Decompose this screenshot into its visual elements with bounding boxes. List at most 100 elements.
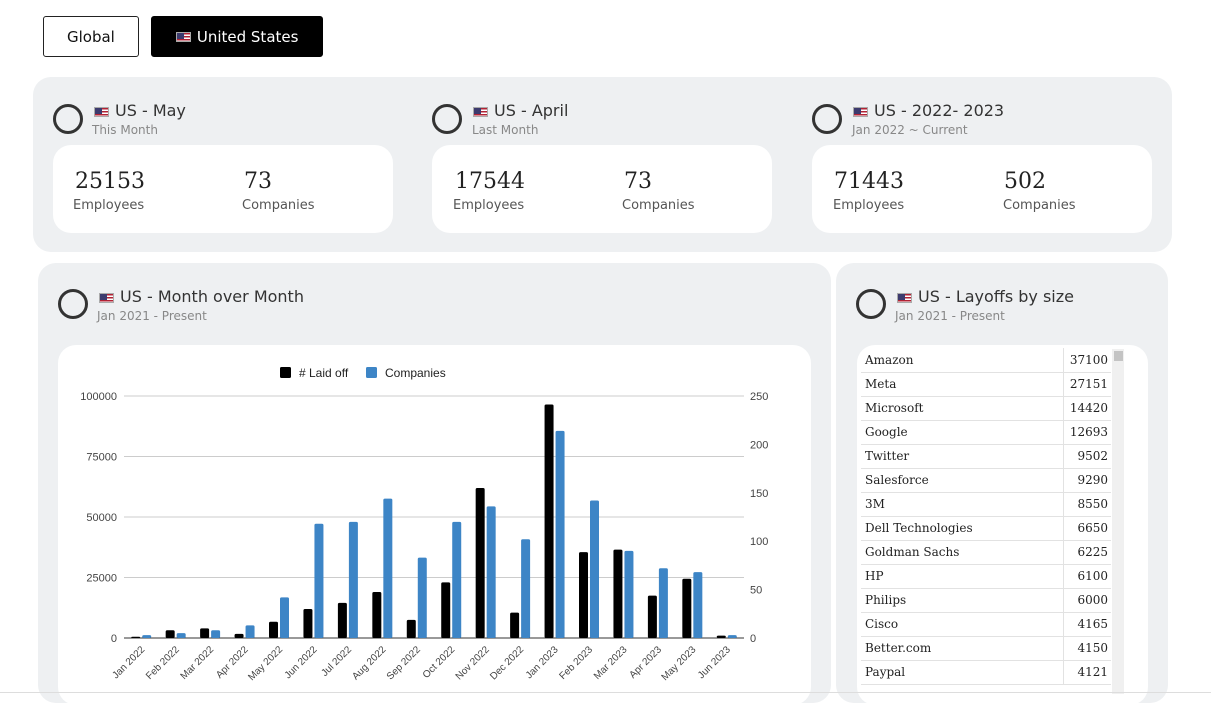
x-tick-label: Jan 2022 — [110, 644, 147, 681]
bar-laid-off — [337, 602, 347, 638]
y-right-tick-label: 150 — [750, 488, 768, 500]
y-left-tick-label: 25000 — [86, 573, 117, 585]
bar-companies — [211, 630, 221, 638]
layoff-count: 37100 — [1063, 348, 1111, 373]
y-left-tick-label: 50000 — [86, 512, 117, 524]
panel-title: US - Layoffs by size — [897, 287, 1074, 306]
company-name: Paypal — [861, 660, 1064, 685]
x-tick-label: Jan 2023 — [524, 644, 561, 681]
company-name: Salesforce — [861, 468, 1064, 493]
x-tick-label: Dec 2022 — [488, 644, 526, 682]
bar-companies — [486, 506, 496, 638]
layoff-count: 6100 — [1063, 564, 1111, 589]
companies-value: 73 — [624, 169, 652, 194]
tab-global[interactable]: Global — [43, 16, 139, 57]
stat-title: US - April — [473, 101, 568, 120]
ring-icon — [53, 104, 83, 134]
layoff-count: 9502 — [1063, 444, 1111, 469]
layoffs-table-scroll[interactable]: Amazon 37100 Meta 27151 Microsoft 14420 Google… — [861, 348, 1111, 693]
employees-value: 25153 — [75, 169, 145, 194]
layoff-count: 6225 — [1063, 540, 1111, 565]
companies-value: 73 — [244, 169, 272, 194]
legend-label-laid-off: # Laid off — [299, 366, 349, 380]
bar-companies — [521, 539, 531, 638]
ring-icon — [58, 289, 88, 319]
companies-label: Companies — [622, 198, 695, 213]
company-name: Google — [861, 420, 1064, 445]
month-over-month-panel: US - Month over Month Jan 2021 - Present… — [38, 263, 831, 705]
table-row: Amazon 37100 — [861, 348, 1111, 373]
companies-label: Companies — [1003, 198, 1076, 213]
x-tick-label: Sep 2022 — [385, 644, 423, 682]
y-right-tick-label: 0 — [750, 633, 756, 645]
layoff-count: 4150 — [1063, 636, 1111, 661]
x-tick-label: Aug 2022 — [350, 644, 388, 682]
tab-united-states[interactable]: United States — [150, 16, 324, 57]
x-tick-label: May 2023 — [660, 644, 699, 683]
bar-laid-off — [131, 636, 141, 638]
x-tick-label: Feb 2023 — [557, 644, 595, 682]
scrollbar-thumb[interactable] — [1114, 351, 1123, 361]
bar-companies — [280, 597, 289, 638]
y-right-tick-label: 50 — [750, 585, 762, 597]
company-name: Meta — [861, 372, 1064, 397]
page-bottom-divider — [0, 692, 1211, 693]
x-tick-label: Jul 2022 — [319, 644, 354, 679]
bar-companies — [142, 635, 152, 638]
table-row: Philips 6000 — [861, 588, 1111, 613]
company-name: Twitter — [861, 444, 1064, 469]
x-tick-label: Mar 2022 — [179, 644, 217, 682]
summary-panel: US - May This Month 25153 Employees 73 C… — [33, 77, 1172, 252]
bar-laid-off — [303, 608, 313, 638]
bar-laid-off — [234, 633, 244, 638]
bar-companies — [314, 523, 324, 638]
company-name: 3M — [861, 492, 1064, 517]
employees-value: 71443 — [834, 169, 904, 194]
panel-subtitle: Jan 2021 - Present — [97, 309, 207, 323]
x-tick-label: Jun 2023 — [696, 644, 733, 681]
bar-laid-off — [716, 635, 726, 638]
layoff-count: 4165 — [1063, 612, 1111, 637]
layoffs-table: Amazon 37100 Meta 27151 Microsoft 14420 Google… — [861, 348, 1111, 685]
bar-laid-off — [475, 487, 485, 638]
layoff-count: 9290 — [1063, 468, 1111, 493]
x-tick-label: May 2022 — [246, 644, 285, 683]
table-row: 3M 8550 — [861, 492, 1111, 517]
bar-companies — [658, 568, 668, 638]
bar-laid-off — [406, 619, 416, 638]
ring-icon — [432, 104, 462, 134]
legend-label-companies: Companies — [385, 366, 446, 380]
layoff-count: 8550 — [1063, 492, 1111, 517]
bar-companies — [417, 557, 427, 638]
bar-laid-off — [579, 552, 588, 638]
bar-laid-off — [613, 549, 623, 638]
y-right-tick-label: 200 — [750, 439, 768, 451]
bar-laid-off — [682, 578, 692, 638]
bar-companies — [555, 430, 565, 638]
employees-label: Employees — [73, 198, 145, 213]
region-tabs: Global United States — [43, 16, 324, 57]
table-scrollbar[interactable] — [1112, 349, 1124, 694]
company-name: Philips — [861, 588, 1064, 613]
us-flag-icon — [175, 31, 191, 42]
bar-companies — [383, 498, 393, 638]
bar-companies — [176, 633, 186, 638]
table-row: Salesforce 9290 — [861, 468, 1111, 493]
companies-label: Companies — [242, 198, 315, 213]
stat-subtitle: This Month — [92, 123, 158, 137]
bar-companies — [624, 550, 634, 638]
us-flag-icon — [99, 293, 114, 303]
x-tick-label: Mar 2023 — [592, 644, 630, 682]
ring-icon — [812, 104, 842, 134]
panel-title: US - Month over Month — [99, 287, 304, 306]
companies-value: 502 — [1004, 169, 1046, 194]
layoffs-by-size-panel: US - Layoffs by size Jan 2021 - Present … — [836, 263, 1168, 705]
panel-subtitle: Jan 2021 - Present — [895, 309, 1005, 323]
x-tick-label: Jun 2022 — [283, 644, 320, 681]
x-tick-label: Feb 2022 — [144, 644, 182, 682]
y-left-tick-label: 100000 — [80, 391, 117, 403]
table-row: Better.com 4150 — [861, 636, 1111, 661]
bar-laid-off — [441, 582, 451, 638]
bar-laid-off — [647, 595, 657, 638]
chart-card: 100000 75000 50000 25000 0 250 200 150 100 50 0 Jan… — [58, 345, 811, 705]
